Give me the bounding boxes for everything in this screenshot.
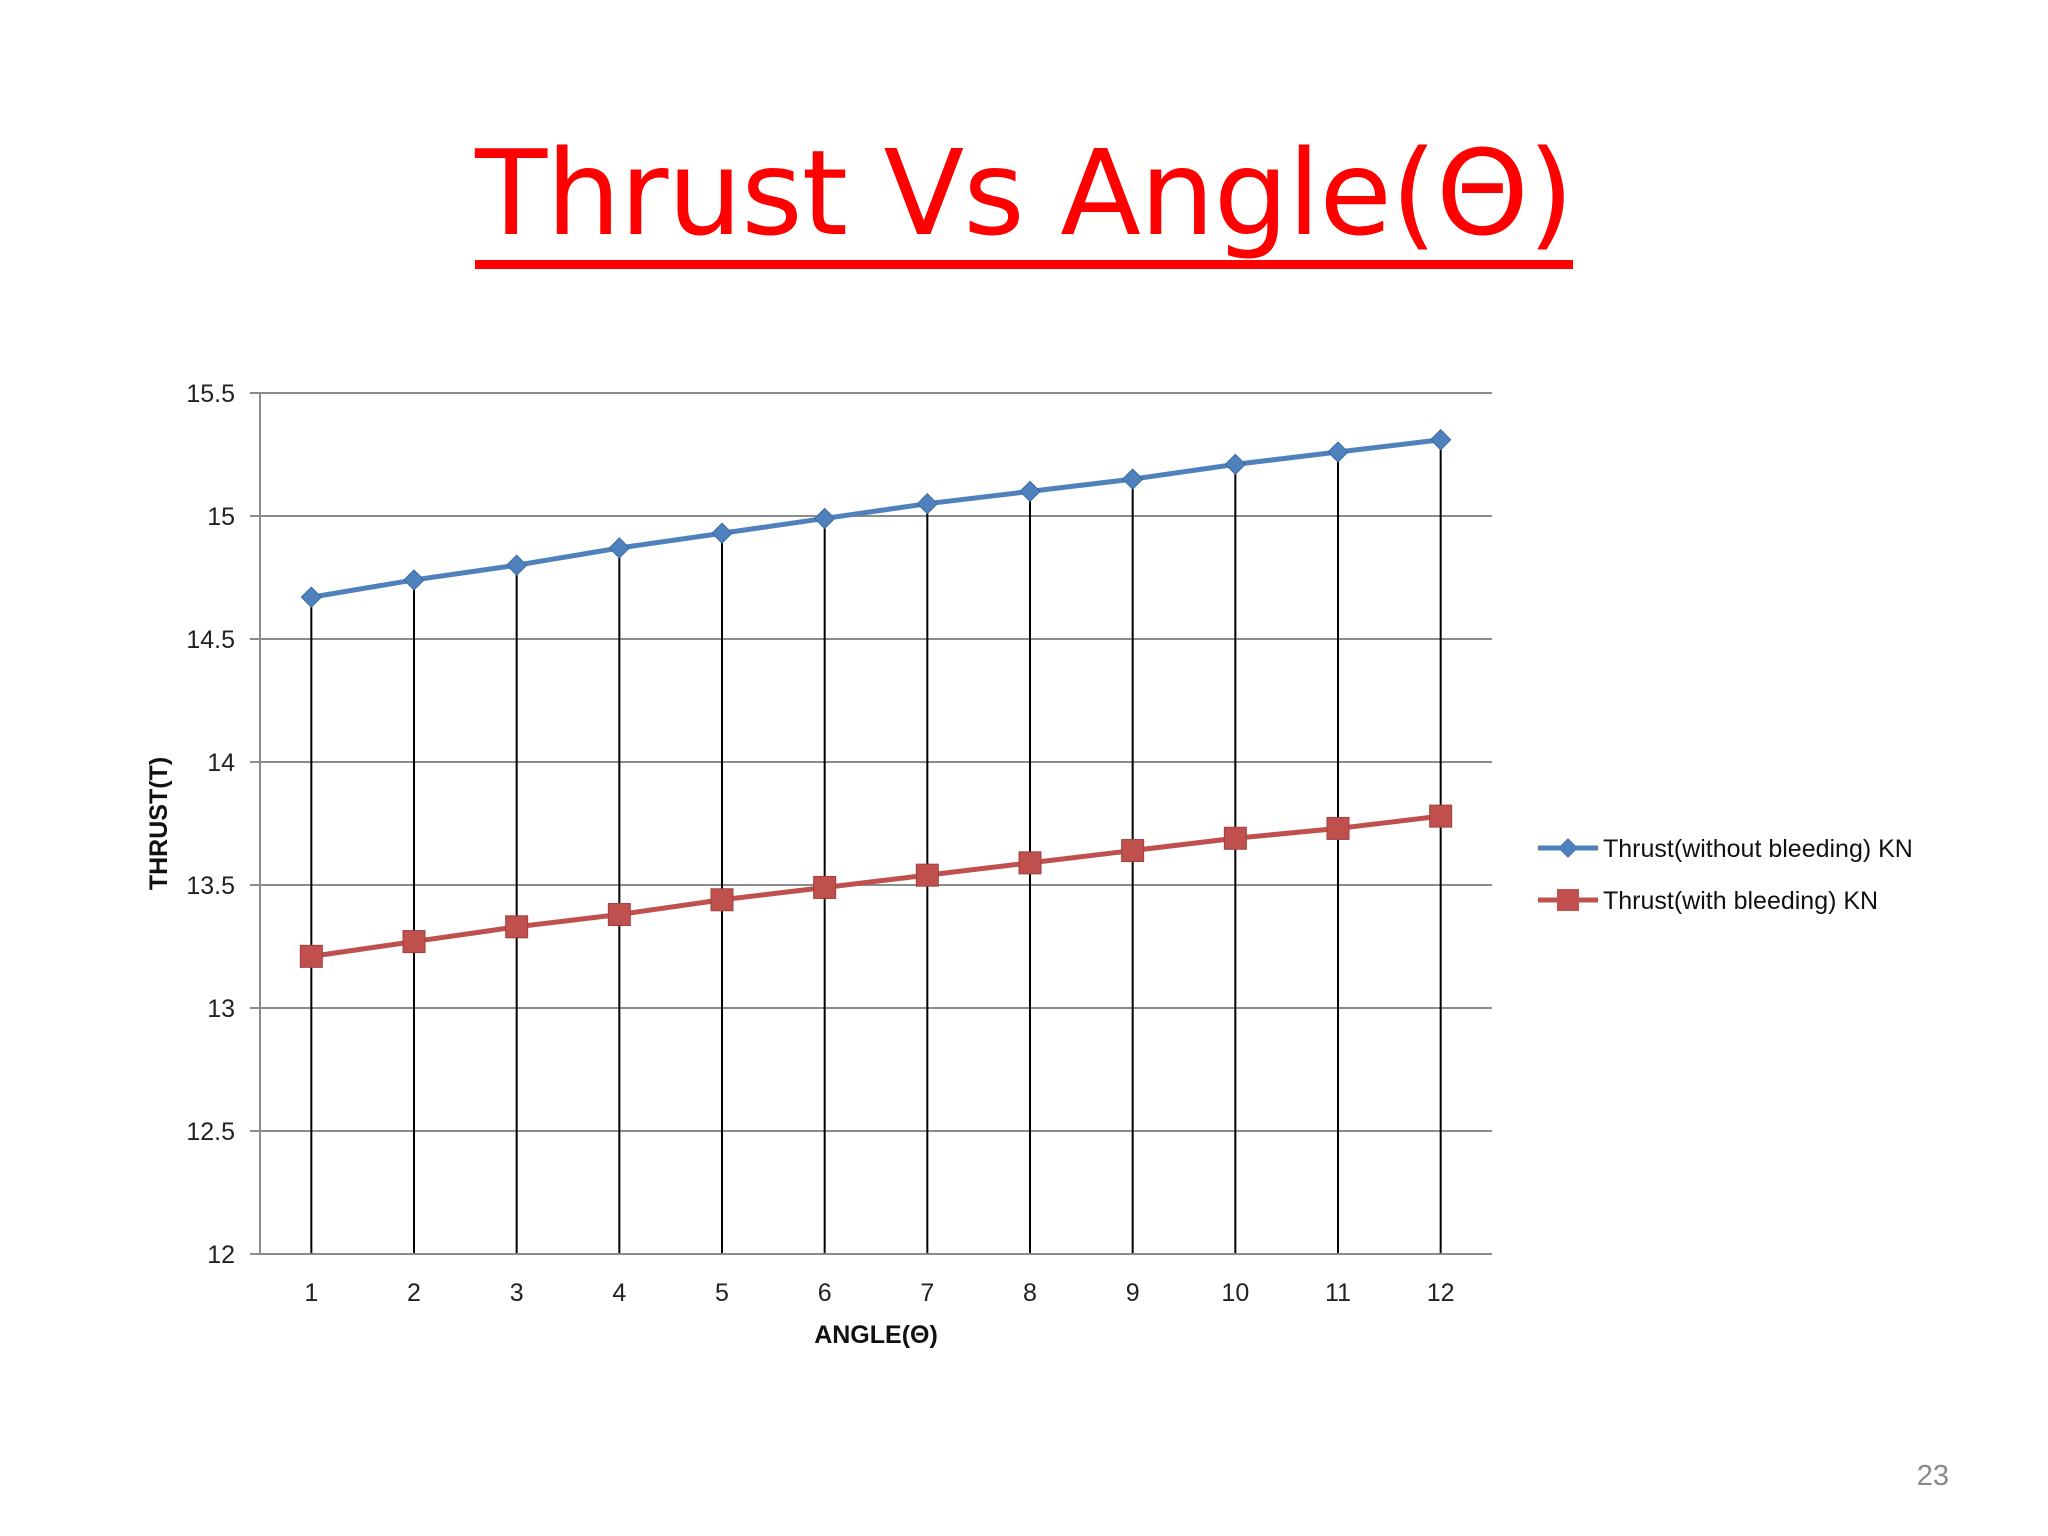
x-tick-label: 2 xyxy=(407,1279,421,1307)
data-point xyxy=(300,586,323,608)
y-tick-label: 12.5 xyxy=(186,1118,235,1146)
data-point xyxy=(1223,826,1247,850)
y-tick-label: 15.5 xyxy=(186,380,235,408)
x-tick-label: 1 xyxy=(304,1279,318,1307)
slide-title: Thrust Vs Angle(Θ) xyxy=(0,128,2048,269)
data-point xyxy=(403,569,425,591)
data-point xyxy=(505,554,528,576)
y-tick-label: 15 xyxy=(207,503,235,531)
x-tick-label: 4 xyxy=(612,1279,626,1307)
x-tick-label: 10 xyxy=(1221,1279,1249,1307)
x-tick-label: 6 xyxy=(818,1279,832,1307)
data-point xyxy=(813,507,836,530)
data-point xyxy=(1326,816,1350,840)
data-point xyxy=(915,863,939,887)
data-point xyxy=(505,915,529,939)
data-point xyxy=(1019,480,1041,503)
data-point xyxy=(608,537,631,559)
y-axis-title: THRUST(T) xyxy=(145,757,173,890)
gridlines xyxy=(260,392,1492,1255)
data-point xyxy=(1018,851,1042,875)
data-point xyxy=(710,888,734,912)
y-tick-label: 13 xyxy=(207,995,235,1023)
data-point xyxy=(1121,468,1144,490)
series-line-1 xyxy=(310,437,1441,600)
y-tick-label: 14.5 xyxy=(186,626,235,654)
data-point xyxy=(813,875,837,899)
y-tick-label: 14 xyxy=(207,749,235,777)
x-tick-label: 5 xyxy=(715,1279,729,1307)
drop-lines xyxy=(310,439,1442,1254)
legend-marker xyxy=(1558,838,1578,858)
x-tick-label: 9 xyxy=(1126,1279,1140,1307)
data-point xyxy=(1429,804,1453,828)
y-tick-label: 13.5 xyxy=(186,872,235,900)
data-point xyxy=(1327,441,1349,463)
data-point xyxy=(1121,839,1145,863)
x-tick-label: 11 xyxy=(1325,1279,1351,1307)
x-axis-title: ANGLE(Θ) xyxy=(814,1321,938,1349)
x-tick-label: 7 xyxy=(920,1279,934,1307)
data-point xyxy=(607,903,631,927)
data-point xyxy=(711,522,733,544)
x-tick-label: 12 xyxy=(1427,1279,1455,1307)
series-line-2 xyxy=(310,813,1441,959)
page-number: 23 xyxy=(1916,1460,1949,1492)
y-tick-label: 12 xyxy=(207,1241,235,1269)
axes xyxy=(250,392,1492,1255)
x-tick-label: 8 xyxy=(1023,1279,1037,1307)
data-point xyxy=(1224,453,1247,476)
data-point xyxy=(1429,429,1452,451)
series xyxy=(299,429,1453,968)
legend-label: Thrust(without bleeding) KN xyxy=(1603,835,1913,863)
legend-label: Thrust(with bleeding) KN xyxy=(1603,887,1878,915)
legend-marker xyxy=(1557,889,1579,911)
data-point xyxy=(402,930,426,954)
data-point xyxy=(299,944,323,968)
data-point xyxy=(916,492,939,515)
legend: Thrust(without bleeding) KN Thrust(with b… xyxy=(1538,835,1913,915)
x-tick-label: 3 xyxy=(510,1279,524,1307)
slide-title-text: Thrust Vs Angle(Θ) xyxy=(475,128,1574,269)
